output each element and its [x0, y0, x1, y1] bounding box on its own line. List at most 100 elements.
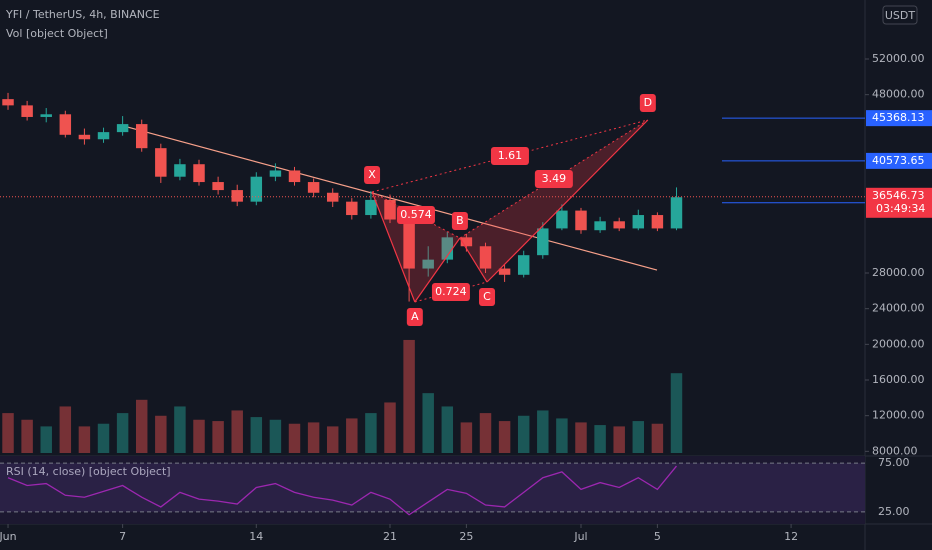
point-label: C: [483, 290, 491, 303]
x-tick-label: 14: [249, 530, 263, 543]
countdown: 03:49:34: [876, 202, 925, 215]
candle-body: [613, 221, 625, 229]
candle-body: [326, 192, 339, 202]
ratio-label-bg: [396, 206, 435, 225]
volume-bar: [537, 410, 549, 453]
point-label-bg: [451, 212, 468, 231]
ratio-label: 0.724: [435, 285, 467, 298]
volume-bar: [460, 422, 473, 453]
candle-body: [365, 199, 377, 216]
ratio-label: 0.574: [400, 208, 432, 221]
chart-title: YFI / TetherUS, 4h, BINANCE: [5, 8, 160, 21]
last-price-label: 36546.73: [872, 189, 925, 202]
level-label-bg: [866, 152, 932, 169]
x-tick-label: 7: [119, 530, 126, 543]
volume-bar: [632, 421, 645, 453]
volume-bar: [40, 426, 52, 453]
y-tick-label: 16000.00: [872, 373, 925, 386]
y-tick-label: 12000.00: [872, 409, 925, 422]
volume-bar: [479, 413, 492, 453]
candle-body: [135, 124, 148, 149]
volume-bar: [97, 423, 110, 453]
point-label-bg: [406, 307, 423, 326]
pattern-leg: [459, 237, 488, 283]
candle-body: [403, 219, 415, 269]
candle-body: [250, 176, 263, 202]
x-tick-label: 5: [654, 530, 661, 543]
candle-body: [384, 199, 396, 220]
rsi-tick-label: 25.00: [878, 505, 910, 518]
rsi-pane: [0, 456, 865, 524]
x-tick-label: Jul: [573, 530, 587, 543]
y-tick-label: 20000.00: [872, 337, 925, 350]
candle-body: [193, 164, 205, 183]
ratio-label: 3.49: [542, 172, 567, 185]
volume-bar: [212, 421, 224, 453]
ratio-line: [371, 191, 461, 239]
candle-body: [269, 170, 282, 177]
candle-body: [212, 182, 224, 191]
candle-body: [155, 148, 167, 177]
volume-bar: [441, 406, 454, 453]
volume-bar: [498, 421, 511, 453]
level-label-bg: [866, 110, 932, 127]
volume-bar: [135, 399, 148, 453]
point-label: B: [456, 214, 464, 227]
candle-body: [307, 182, 320, 193]
candle-body: [2, 99, 14, 106]
point-label: X: [368, 168, 376, 181]
y-tick-label: 24000.00: [872, 302, 925, 315]
candle-body: [116, 124, 129, 133]
ratio-label: 1.61: [498, 149, 523, 162]
candle-body: [479, 246, 492, 269]
candle-body: [556, 210, 568, 229]
ratio-label-bg: [431, 283, 470, 302]
volume-bar: [78, 426, 91, 453]
candle-body: [346, 201, 358, 216]
point-label-bg: [639, 93, 656, 112]
volume-bar: [594, 425, 606, 453]
volume-bar: [346, 418, 358, 453]
pattern-leg: [486, 119, 649, 283]
volume-bar: [384, 402, 396, 453]
candle-body: [97, 132, 110, 140]
volume-bar: [155, 415, 167, 453]
candle-body: [231, 190, 243, 202]
volume-bar: [422, 393, 434, 453]
ratio-label-bg: [534, 170, 573, 189]
candle-body: [40, 114, 52, 117]
ratio-label-bg: [490, 146, 529, 165]
volume-bar: [670, 373, 683, 453]
pattern-fill: [372, 191, 460, 302]
rsi-title: RSI (14, close) [object Object]: [6, 465, 171, 478]
point-label: A: [411, 310, 419, 323]
volume-bar: [193, 419, 205, 453]
volume-bar: [517, 415, 530, 453]
volume-bar: [365, 413, 377, 453]
candle-body: [460, 237, 473, 247]
trendline: [119, 124, 658, 271]
candle-body: [517, 255, 530, 275]
volume-bar: [174, 406, 186, 453]
volume-bar: [288, 423, 301, 453]
volume-bar: [231, 410, 243, 453]
candle-body: [670, 197, 683, 229]
y-tick-label: 48000.00: [872, 88, 925, 101]
last-price-bg: [866, 187, 932, 218]
volume-bar: [2, 413, 14, 453]
volume-bar: [307, 422, 320, 453]
pattern-leg: [371, 191, 416, 303]
volume-bar: [269, 419, 282, 453]
volume-title: Vol [object Object]: [6, 27, 108, 40]
currency: USDT: [885, 9, 916, 22]
volume-bar: [116, 413, 129, 453]
y-tick-label: 8000.00: [872, 444, 918, 457]
pattern-leg: [414, 237, 461, 303]
x-tick-label: Jun: [0, 530, 17, 543]
candle-body: [498, 268, 511, 275]
level-label: 45368.13: [872, 111, 925, 124]
rsi-line: [7, 465, 677, 516]
currency-badge[interactable]: [882, 5, 918, 25]
level-label: 40573.65: [872, 154, 925, 167]
